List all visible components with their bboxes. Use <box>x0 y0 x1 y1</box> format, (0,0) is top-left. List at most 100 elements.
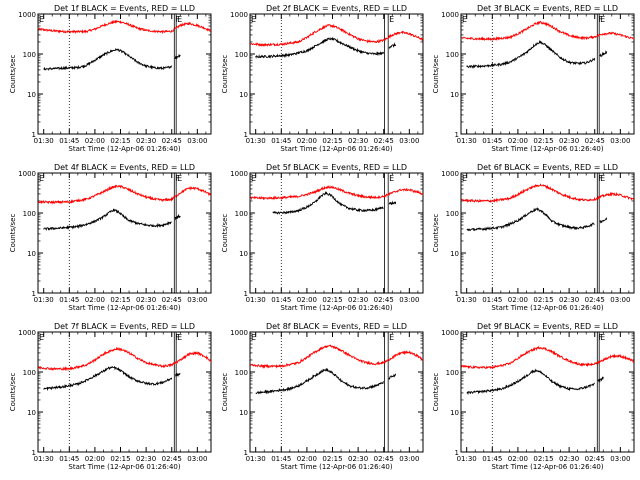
x-tick-label: 01:45 <box>271 137 291 145</box>
x-tick-label: 02:45 <box>374 455 394 463</box>
chart-panel-7: Det 7f BLACK = Events, RED = LLD 1 10 100 10… <box>9 322 212 471</box>
series-lld-line <box>461 345 634 370</box>
x-tick-label: 02:30 <box>348 455 368 463</box>
panel-title: Det 9f BLACK = Events, RED = LLD <box>477 322 618 331</box>
x-tick-label: 01:30 <box>457 296 477 304</box>
series-lld-line <box>38 346 211 372</box>
y-tick-label: 100 <box>446 369 459 377</box>
panel-title: Det 1f BLACK = Events, RED = LLD <box>54 4 195 13</box>
y-tick-label: 1000 <box>441 329 459 337</box>
x-tick-label: 03:00 <box>610 137 630 145</box>
x-tick-label: 03:00 <box>399 455 419 463</box>
x-axis-label: Start Time (12-Apr-06 01:26:40) <box>280 304 392 312</box>
time-marker-label: E <box>462 174 467 183</box>
y-tick-label: 1 <box>244 290 248 298</box>
y-tick-label: 1 <box>455 449 459 457</box>
x-tick-label: 02:30 <box>136 137 156 145</box>
chart-panel-4: Det 4f BLACK = Events, RED = LLD 1 10 100 10… <box>9 163 212 312</box>
series-events-line <box>43 48 173 72</box>
x-tick-label: 01:45 <box>59 455 79 463</box>
y-tick-label: 1000 <box>230 170 248 178</box>
x-tick-label: 02:00 <box>508 296 528 304</box>
x-tick-label: 01:45 <box>482 455 502 463</box>
panel-title: Det 4f BLACK = Events, RED = LLD <box>54 163 195 172</box>
x-tick-label: 02:45 <box>162 455 182 463</box>
series-lld-line <box>461 20 634 42</box>
y-tick-label: 1 <box>455 290 459 298</box>
x-tick-label: 02:30 <box>136 296 156 304</box>
y-tick-label: 10 <box>27 250 36 258</box>
x-tick-label: 03:00 <box>610 455 630 463</box>
series-events-line <box>43 208 172 231</box>
y-tick-label: 100 <box>235 369 248 377</box>
series-events-line <box>43 365 173 392</box>
series-events-line <box>255 36 385 59</box>
y-axis-label: Counts/sec <box>432 55 440 94</box>
y-axis-label: Counts/sec <box>221 55 229 94</box>
x-tick-label: 01:45 <box>482 296 502 304</box>
time-marker-label: F <box>598 15 603 24</box>
y-tick-label: 1000 <box>18 170 36 178</box>
series-events-line-tail <box>599 217 608 224</box>
x-axis-label: Start Time (12-Apr-06 01:26:40) <box>491 304 603 312</box>
x-tick-label: 02:45 <box>374 137 394 145</box>
series-events-line-tail <box>597 376 604 384</box>
x-tick-label: 02:15 <box>533 296 553 304</box>
x-axis-label: Start Time (12-Apr-06 01:26:40) <box>491 463 603 471</box>
time-marker-label: E <box>600 333 605 342</box>
plot-frame <box>460 172 635 294</box>
y-tick-label: 100 <box>446 51 459 59</box>
time-marker-label: F <box>598 333 603 342</box>
x-tick-label: 01:45 <box>271 296 291 304</box>
x-axis-label: Start Time (12-Apr-06 01:26:40) <box>280 145 392 153</box>
x-tick-label: 02:15 <box>533 455 553 463</box>
y-tick-label: 10 <box>27 91 36 99</box>
chart-panel-6: Det 6f BLACK = Events, RED = LLD 1 10 100 10… <box>432 163 635 312</box>
time-marker-label: E <box>39 15 44 24</box>
series-events-line-tail <box>599 50 608 58</box>
series-events-line-tail <box>174 53 181 60</box>
x-tick-label: 02:00 <box>85 137 105 145</box>
x-tick-label: 02:45 <box>162 137 182 145</box>
time-marker-label: E <box>389 15 394 24</box>
x-tick-label: 02:00 <box>85 296 105 304</box>
x-axis-label: Start Time (12-Apr-06 01:26:40) <box>68 304 180 312</box>
series-events-line <box>466 39 596 69</box>
panel-title: Det 6f BLACK = Events, RED = LLD <box>477 163 618 172</box>
time-marker-label: E <box>389 333 394 342</box>
x-tick-label: 03:00 <box>187 137 207 145</box>
time-marker-label: E <box>389 174 394 183</box>
plot-frame <box>249 331 424 453</box>
chart-panel-2: Det 2f BLACK = Events, RED = LLD 1 10 100 10… <box>221 4 424 153</box>
time-marker-label: F <box>175 15 180 24</box>
y-tick-label: 1000 <box>441 170 459 178</box>
y-tick-label: 100 <box>235 210 248 218</box>
panel-title: Det 2f BLACK = Events, RED = LLD <box>266 4 407 13</box>
x-tick-label: 02:15 <box>110 137 130 145</box>
x-tick-label: 02:45 <box>585 296 605 304</box>
series-lld-line <box>461 183 634 203</box>
x-tick-label: 02:45 <box>585 455 605 463</box>
time-marker-label: E <box>177 333 182 342</box>
chart-panel-3: Det 3f BLACK = Events, RED = LLD 1 10 100 10… <box>432 4 635 153</box>
y-tick-label: 100 <box>23 51 36 59</box>
x-tick-label: 03:00 <box>610 296 630 304</box>
y-axis-label: Counts/sec <box>432 373 440 412</box>
x-tick-label: 02:15 <box>322 296 342 304</box>
chart-panel-5: Det 5f BLACK = Events, RED = LLD 1 10 100 10… <box>221 163 424 312</box>
series-lld-line <box>38 19 211 35</box>
y-axis-label: Counts/sec <box>9 373 17 412</box>
y-tick-label: 100 <box>235 51 248 59</box>
series-lld-line <box>38 184 211 205</box>
x-tick-label: 03:00 <box>187 296 207 304</box>
time-marker-label: F <box>175 174 180 183</box>
x-tick-label: 02:30 <box>348 137 368 145</box>
y-tick-label: 10 <box>239 250 248 258</box>
series-events-line <box>466 368 595 395</box>
plot-frame <box>37 172 212 294</box>
y-tick-label: 1 <box>244 449 248 457</box>
y-tick-label: 10 <box>27 409 36 417</box>
y-tick-label: 1 <box>32 290 36 298</box>
x-tick-label: 02:00 <box>85 455 105 463</box>
